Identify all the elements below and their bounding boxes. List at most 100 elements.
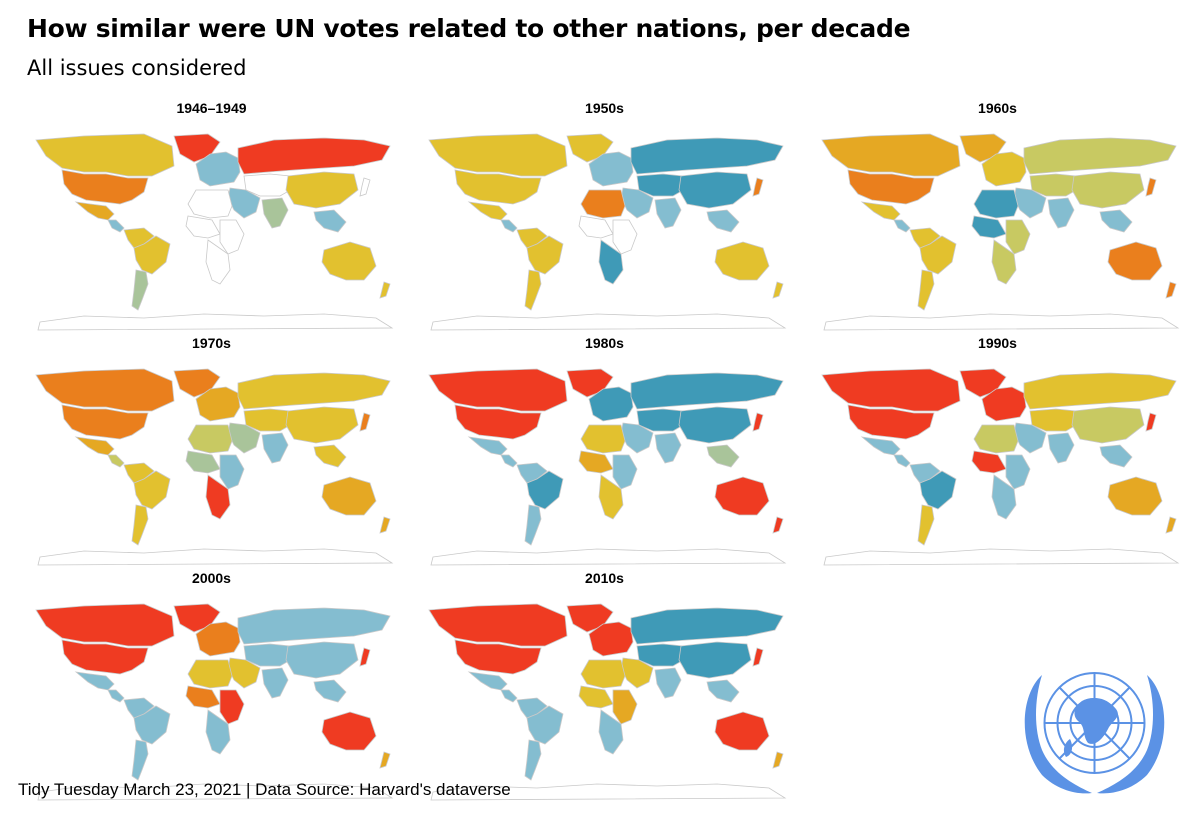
region-mexico (74, 201, 115, 221)
map-panel: 1990s (810, 335, 1185, 566)
region-west-africa (578, 685, 614, 709)
world-map (35, 368, 394, 566)
region-brazil (526, 235, 564, 275)
region-canada (821, 368, 961, 412)
region-canada (428, 133, 568, 177)
region-russia (1023, 372, 1177, 410)
region-russia (630, 372, 784, 410)
region-australia (714, 476, 770, 516)
region-usa (847, 404, 935, 440)
region-west-africa (578, 450, 614, 474)
region-canada (35, 603, 175, 647)
region-argentina (131, 739, 149, 781)
region-antarctica (37, 313, 394, 331)
region-mexico (74, 671, 115, 691)
region-china (678, 406, 752, 444)
region-mexico (467, 436, 508, 456)
region-southern-africa (598, 709, 624, 755)
region-west-africa (971, 450, 1007, 474)
map-panel-title: 1960s (978, 100, 1017, 116)
region-antarctica (430, 783, 787, 801)
region-central-america (107, 689, 125, 703)
region-europe (195, 621, 241, 657)
region-north-africa (187, 659, 233, 689)
region-usa (61, 169, 149, 205)
region-southeast-asia (313, 444, 347, 468)
region-east-africa (612, 689, 638, 725)
region-india (654, 432, 682, 464)
region-europe (981, 386, 1027, 422)
region-west-africa (185, 215, 221, 239)
region-russia (630, 607, 784, 645)
region-east-africa (219, 454, 245, 490)
region-japan (752, 412, 764, 432)
region-japan (1145, 177, 1157, 197)
region-argentina (524, 504, 542, 546)
region-southern-africa (598, 474, 624, 520)
region-russia (630, 137, 784, 175)
region-new-zealand (379, 751, 391, 769)
region-japan (359, 177, 371, 197)
region-brazil (526, 705, 564, 745)
map-panel: 1980s (417, 335, 792, 566)
region-japan (1145, 412, 1157, 432)
region-japan (359, 647, 371, 667)
region-north-africa (973, 189, 1019, 219)
region-west-africa (185, 450, 221, 474)
region-usa (454, 639, 542, 675)
region-brazil (133, 705, 171, 745)
map-panel-title: 1950s (585, 100, 624, 116)
region-east-africa (219, 219, 245, 255)
world-map (35, 603, 394, 801)
region-australia (321, 241, 377, 281)
region-argentina (917, 269, 935, 311)
region-southeast-asia (313, 679, 347, 703)
region-central-america (500, 689, 518, 703)
un-continents (1063, 698, 1118, 757)
region-india (261, 197, 289, 229)
region-russia (237, 607, 391, 645)
map-panel: 1950s (417, 100, 792, 331)
world-map (821, 368, 1180, 566)
map-panel: 1970s (24, 335, 399, 566)
map-panel-title: 1990s (978, 335, 1017, 351)
region-antarctica (823, 548, 1180, 566)
region-southern-africa (205, 239, 231, 285)
region-india (654, 667, 682, 699)
region-new-zealand (1165, 281, 1177, 299)
region-southeast-asia (1099, 444, 1133, 468)
region-southeast-asia (1099, 209, 1133, 233)
region-new-zealand (772, 516, 784, 534)
region-antarctica (430, 313, 787, 331)
region-usa (847, 169, 935, 205)
region-europe (195, 386, 241, 422)
region-new-zealand (379, 516, 391, 534)
region-japan (359, 412, 371, 432)
region-usa (454, 404, 542, 440)
region-new-zealand (1165, 516, 1177, 534)
region-east-africa (219, 689, 245, 725)
map-panel-title: 1946–1949 (176, 100, 247, 116)
region-usa (61, 639, 149, 675)
region-brazil (133, 235, 171, 275)
region-antarctica (37, 548, 394, 566)
region-north-africa (580, 189, 626, 219)
map-panel: 2000s (24, 570, 399, 801)
region-russia (1023, 137, 1177, 175)
region-central-america (500, 454, 518, 468)
region-central-america (107, 219, 125, 233)
region-australia (321, 476, 377, 516)
region-europe (195, 151, 241, 187)
region-india (261, 432, 289, 464)
region-brazil (919, 470, 957, 510)
region-china (1071, 406, 1145, 444)
source-caption: Tidy Tuesday March 23, 2021 | Data Sourc… (18, 780, 511, 799)
region-west-africa (578, 215, 614, 239)
un-wreath (1024, 675, 1165, 794)
region-china (678, 171, 752, 209)
un-emblem-logo (1024, 672, 1165, 794)
region-central-america (107, 454, 125, 468)
region-mexico (467, 201, 508, 221)
region-west-africa (185, 685, 221, 709)
region-canada (428, 368, 568, 412)
